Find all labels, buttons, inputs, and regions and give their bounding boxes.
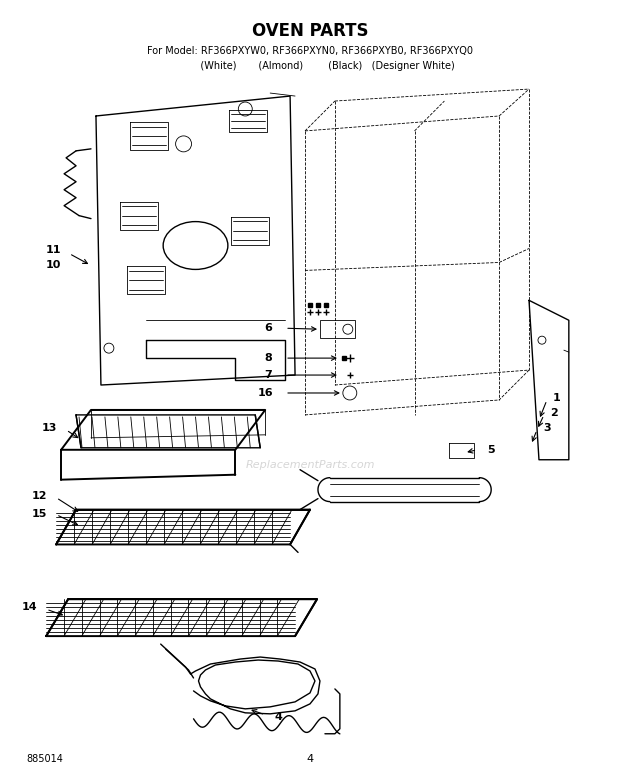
Text: 4: 4	[274, 712, 282, 722]
Text: 15: 15	[32, 509, 47, 519]
Text: 4: 4	[306, 754, 314, 764]
Text: 885014: 885014	[26, 754, 63, 764]
Text: OVEN PARTS: OVEN PARTS	[252, 23, 368, 40]
Text: 11: 11	[45, 246, 61, 255]
Text: 5: 5	[487, 445, 495, 455]
Text: 16: 16	[257, 388, 273, 398]
Text: 6: 6	[264, 323, 272, 333]
Text: 1: 1	[553, 393, 560, 403]
Text: 13: 13	[42, 423, 57, 433]
Text: 14: 14	[22, 602, 37, 612]
Text: ReplacementParts.com: ReplacementParts.com	[246, 460, 374, 470]
Bar	[320, 321, 355, 338]
Text: 8: 8	[264, 353, 272, 363]
Text: 2: 2	[550, 408, 558, 418]
Text: 12: 12	[32, 491, 47, 500]
Text: 7: 7	[264, 370, 272, 380]
Text: 3: 3	[543, 423, 551, 433]
Text: For Model: RF366PXYW0, RF366PXYN0, RF366PXYB0, RF366PXYQ0: For Model: RF366PXYW0, RF366PXYN0, RF366…	[147, 46, 473, 56]
Text: 10: 10	[45, 261, 61, 271]
Text: (White)       (Almond)        (Black)   (Designer White): (White) (Almond) (Black) (Designer White…	[166, 61, 454, 71]
